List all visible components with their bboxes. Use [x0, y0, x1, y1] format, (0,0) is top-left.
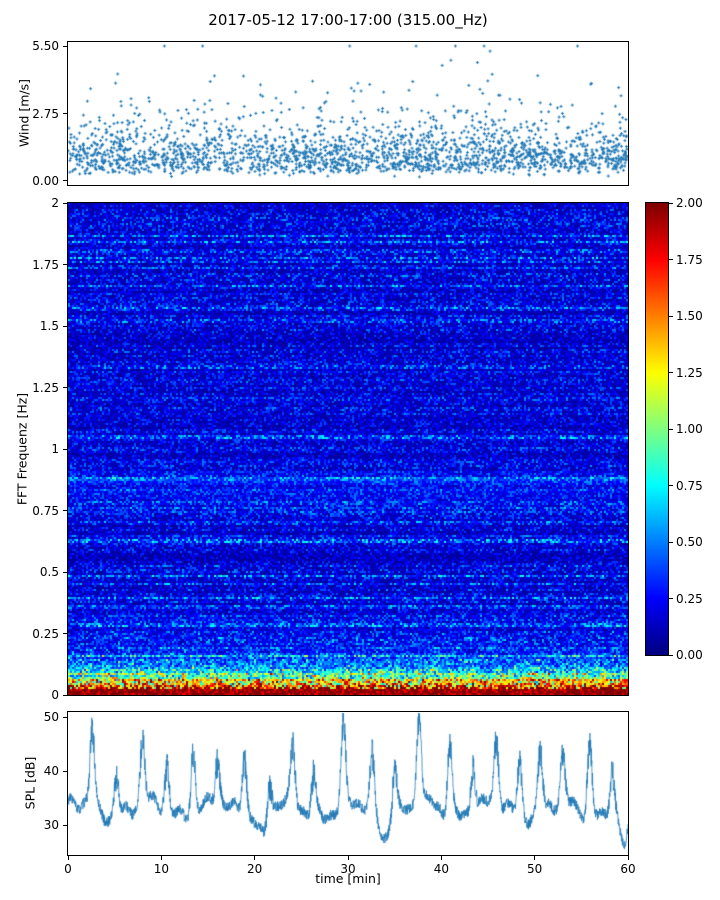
tick-mark	[534, 856, 536, 860]
tick-mark	[63, 387, 67, 388]
tick-mark	[63, 694, 67, 696]
tick-mark	[63, 180, 67, 182]
colorbar-tick-label: 0.50	[676, 535, 703, 549]
tick-mark	[669, 598, 673, 599]
tick-mark	[669, 485, 673, 486]
wind-y-tick-label: 2.75	[32, 106, 59, 121]
tick-mark	[627, 856, 629, 860]
spl-line-panel	[67, 711, 629, 856]
tick-mark	[63, 45, 67, 47]
colorbar-tick-label: 0.75	[676, 478, 703, 493]
colorbar-tick-label: 2.00	[676, 196, 703, 210]
tick-mark	[67, 856, 69, 860]
tick-mark	[63, 824, 67, 826]
fft-y-tick-label: 1.25	[32, 380, 59, 395]
wind-y-tick-label: 5.50	[32, 39, 59, 54]
tick-mark	[440, 856, 442, 860]
spl-line-canvas	[68, 712, 628, 855]
fft-y-tick-label: 0.5	[39, 565, 59, 579]
spectrogram-canvas	[68, 203, 628, 695]
tick-mark	[63, 448, 67, 450]
spl-y-tick-label: 50	[43, 710, 59, 725]
colorbar-tick-label: 0.25	[676, 591, 703, 606]
tick-mark	[669, 428, 673, 430]
time-x-axis-label: time [min]	[315, 871, 381, 886]
time-x-tick-label: 0	[64, 862, 72, 876]
figure-title: 2017-05-12 17:00-17:00 (315.00_Hz)	[208, 11, 488, 29]
tick-mark	[347, 856, 349, 860]
tick-mark	[669, 654, 673, 656]
wind-scatter-panel	[67, 41, 629, 186]
tick-mark	[63, 202, 67, 204]
fft-y-tick-label: 0.75	[32, 503, 59, 518]
tick-mark	[63, 633, 67, 634]
spl-y-tick-label: 30	[43, 818, 59, 833]
tick-mark	[254, 856, 256, 860]
colorbar-tick-label: 1.50	[676, 309, 703, 323]
fft-y-tick-label: 1.75	[32, 257, 59, 272]
colorbar-canvas	[646, 203, 668, 655]
tick-mark	[669, 541, 673, 543]
tick-mark	[669, 372, 673, 373]
fft-y-tick-label: 0.25	[32, 626, 59, 641]
spl-y-tick-label: 40	[43, 764, 59, 779]
tick-mark	[63, 264, 67, 265]
tick-mark	[63, 770, 67, 772]
time-x-tick-label: 30	[340, 862, 356, 876]
time-x-tick-label: 50	[527, 862, 543, 876]
fft-y-tick-label: 1	[51, 442, 59, 456]
fft-y-tick-label: 1.5	[39, 319, 59, 333]
tick-mark	[669, 202, 673, 204]
colorbar-tick-label: 0.00	[676, 648, 703, 662]
time-x-tick-label: 40	[433, 862, 449, 876]
tick-mark	[160, 856, 162, 860]
colorbar-tick-label: 1.25	[676, 365, 703, 380]
tick-mark	[63, 510, 67, 511]
tick-mark	[63, 716, 67, 718]
fft-y-tick-label: 0	[51, 688, 59, 702]
time-x-tick-label: 60	[620, 862, 636, 876]
tick-mark	[669, 315, 673, 317]
tick-mark	[63, 571, 67, 573]
colorbar-tick-label: 1.00	[676, 422, 703, 436]
spectrogram-panel	[67, 202, 629, 696]
wind-y-tick-label: 0.00	[32, 173, 59, 188]
colorbar	[645, 202, 669, 656]
colorbar-tick-label: 1.75	[676, 252, 703, 267]
tick-mark	[63, 113, 67, 114]
wind-scatter-canvas	[68, 42, 628, 185]
tick-mark	[669, 259, 673, 260]
time-x-tick-label: 10	[153, 862, 169, 876]
tick-mark	[63, 325, 67, 327]
time-x-tick-label: 20	[247, 862, 263, 876]
fft-y-tick-label: 2	[51, 196, 59, 210]
